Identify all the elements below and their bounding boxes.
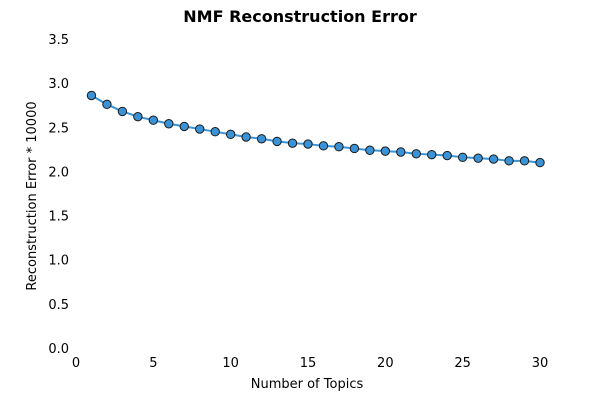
data-point	[133, 111, 143, 122]
data-point	[334, 142, 344, 152]
data-point	[488, 154, 499, 164]
data-point	[86, 90, 97, 101]
y-tick-label: 3.0	[48, 77, 69, 92]
data-point	[256, 134, 267, 144]
data-point	[241, 132, 251, 142]
data-point	[349, 143, 360, 154]
data-point	[396, 147, 406, 157]
y-tick-label: 3.5	[48, 33, 69, 48]
data-point	[102, 99, 112, 110]
x-tick-label: 10	[222, 356, 239, 371]
x-axis-label: Number of Topics	[251, 377, 364, 392]
data-point	[179, 121, 189, 132]
series-line	[90, 94, 541, 164]
data-point	[210, 127, 220, 137]
y-tick-label: 2.5	[48, 121, 69, 136]
data-point	[195, 124, 205, 134]
data-point	[365, 145, 375, 155]
y-axis-ticks: 0.0 0.5 1.0 1.5 2.0 2.5 3.0 3.5	[48, 33, 69, 357]
y-tick-label: 2.0	[48, 165, 69, 180]
x-tick-label: 25	[454, 356, 471, 371]
data-point	[442, 150, 452, 161]
data-point	[117, 106, 128, 117]
x-tick-label: 30	[532, 356, 549, 371]
data-point	[318, 141, 329, 151]
data-point	[148, 115, 159, 125]
data-point	[504, 156, 514, 166]
y-tick-label: 1.0	[48, 254, 69, 269]
data-point	[272, 136, 282, 147]
series-layer	[86, 90, 545, 168]
data-point	[519, 156, 530, 166]
data-point	[473, 153, 483, 163]
x-tick-label: 0	[72, 356, 80, 371]
data-point	[427, 149, 437, 160]
data-point	[164, 119, 174, 129]
data-point	[380, 146, 391, 156]
chart-title: NMF Reconstruction Error	[183, 7, 417, 26]
data-point	[411, 149, 421, 159]
data-point	[535, 157, 545, 168]
data-point	[303, 139, 313, 149]
data-point	[457, 152, 468, 163]
y-tick-label: 1.5	[48, 210, 69, 225]
x-tick-label: 20	[377, 356, 394, 371]
x-tick-label: 5	[149, 356, 157, 371]
y-tick-label: 0.0	[48, 342, 69, 357]
data-point	[287, 138, 298, 148]
x-axis-ticks: 0 5 10 15 20 25 30	[72, 356, 548, 371]
y-axis-label: Reconstruction Error * 10000	[25, 101, 40, 290]
data-point	[225, 129, 236, 140]
x-tick-label: 15	[300, 356, 317, 371]
y-tick-label: 0.5	[48, 298, 69, 313]
